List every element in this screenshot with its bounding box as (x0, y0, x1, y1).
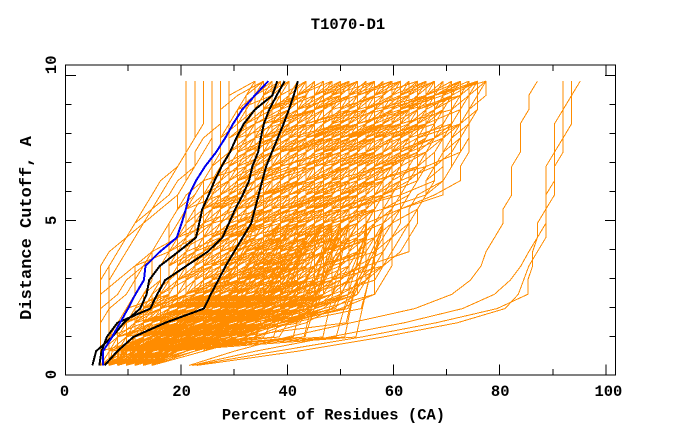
svg-text:0: 0 (43, 370, 61, 379)
svg-text:20: 20 (172, 383, 191, 401)
svg-text:Percent of Residues (CA): Percent of Residues (CA) (222, 407, 445, 425)
svg-text:60: 60 (385, 383, 404, 401)
svg-text:40: 40 (278, 383, 297, 401)
svg-text:Distance Cutoff, A: Distance Cutoff, A (18, 135, 37, 319)
svg-text:80: 80 (491, 383, 510, 401)
svg-text:0: 0 (60, 383, 69, 401)
svg-text:100: 100 (594, 383, 622, 401)
svg-text:5: 5 (43, 216, 61, 225)
svg-text:T1070-D1: T1070-D1 (311, 16, 385, 34)
svg-text:10: 10 (43, 55, 61, 74)
